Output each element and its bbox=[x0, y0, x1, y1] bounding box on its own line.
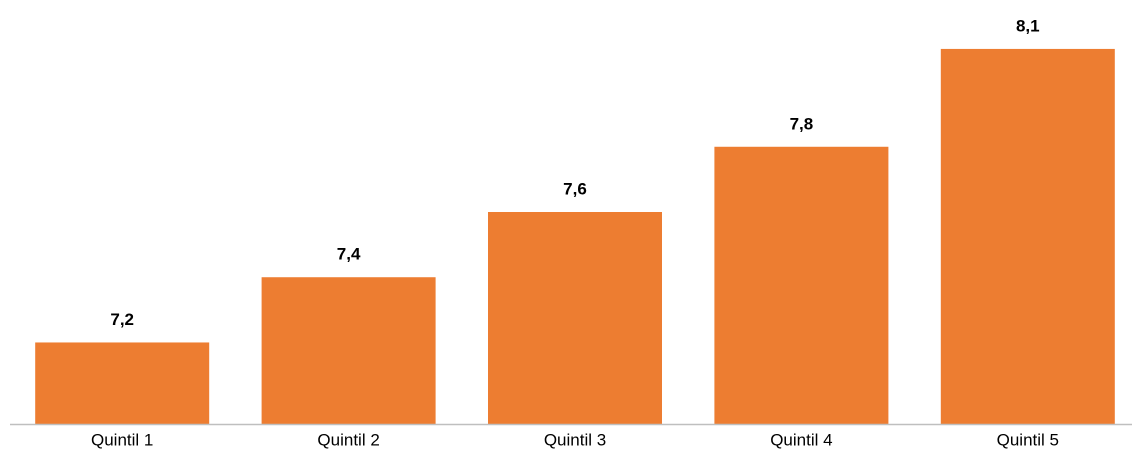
bar bbox=[714, 146, 889, 424]
bar bbox=[488, 212, 662, 424]
value-label: 7,6 bbox=[563, 179, 587, 198]
x-tick-label: Quintil 5 bbox=[997, 430, 1059, 449]
value-label: 7,8 bbox=[790, 114, 814, 133]
x-tick-label: Quintil 1 bbox=[91, 430, 153, 449]
value-label: 7,4 bbox=[337, 245, 361, 264]
x-tick-label: Quintil 4 bbox=[770, 430, 832, 449]
value-label: 7,2 bbox=[110, 310, 134, 329]
bar bbox=[35, 342, 210, 424]
x-tick-label: Quintil 3 bbox=[544, 430, 606, 449]
value-label: 8,1 bbox=[1016, 16, 1040, 35]
bar bbox=[940, 48, 1115, 425]
x-tick-label: Quintil 2 bbox=[317, 430, 379, 449]
bar bbox=[261, 277, 436, 424]
